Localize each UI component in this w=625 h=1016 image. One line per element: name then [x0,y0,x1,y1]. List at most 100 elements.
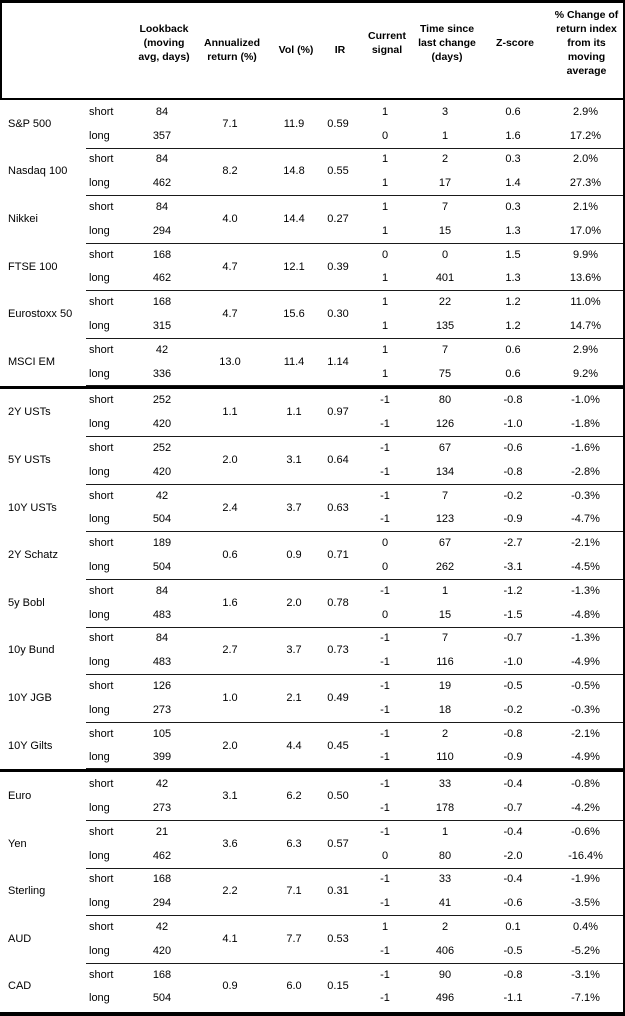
asset-row-group: Eurostoxx 50 short long 168 315 4.7 15.6… [0,290,623,338]
time-since-short-value: 33 [438,778,452,791]
pct-change-long-value: 9.2% [572,367,599,380]
pct-change-long-value: 14.7% [569,320,602,333]
time-since-long-value: 18 [438,703,452,716]
section-bonds: 2Y USTs short long 252 420 1.1 1.1 0.97 … [0,385,623,770]
col-header-annualized-return: Annualized return (%) [203,36,260,63]
z-score-short-value: 0.6 [505,105,521,118]
horizon-label-long: long [89,897,110,910]
pct-change-long-value: -4.9% [571,751,600,764]
signal-short-value: -1 [380,825,390,838]
horizon-label-long: long [89,320,110,333]
horizon-label-short: short [89,632,114,645]
lookback-long-value: 462 [152,272,172,285]
section-equities: S&P 500 short long 84 357 7.1 11.9 0.59 … [0,100,623,386]
time-since-short-value: 0 [441,248,449,261]
z-score-short-value: -0.4 [503,873,523,886]
pct-change-short-value: -1.3% [571,584,600,597]
horizon-label-long: long [89,129,110,142]
asset-name: FTSE 100 [8,260,58,273]
lookback-short-value: 21 [155,825,169,838]
vol-value: 14.8 [283,165,305,178]
asset-row-group: Sterling short long 168 294 2.2 7.1 0.31… [0,867,623,916]
asset-name: 2Y Schatz [8,549,58,562]
signal-short-value: -1 [380,680,390,693]
horizon-label-long: long [89,703,110,716]
ir-value: 0.78 [327,596,349,609]
horizon-label-short: short [89,201,114,214]
horizon-label-long: long [89,418,110,431]
asset-row-group: 5y Bobl short long 84 483 1.6 2.0 0.78 -… [0,578,623,627]
signal-short-value: -1 [380,778,390,791]
z-score-long-value: -0.5 [503,944,523,957]
horizon-label-short: short [89,489,114,502]
signal-short-value: 1 [381,201,389,214]
annualized-return-value: 1.1 [222,406,238,419]
annualized-return-value: 2.0 [222,453,238,466]
signal-long-value: 1 [381,320,389,333]
lookback-short-value: 42 [155,343,169,356]
horizon-label-short: short [89,442,114,455]
signal-long-value: 0 [381,849,389,862]
pct-change-short-value: 9.9% [572,248,599,261]
z-score-short-value: 0.3 [505,201,521,214]
lookback-long-value: 462 [152,177,172,190]
asset-name: 10y Bund [8,644,55,657]
signal-short-value: -1 [380,394,390,407]
lookback-long-value: 273 [152,703,172,716]
pct-change-long-value: -1.8% [571,418,600,431]
horizon-label-long: long [89,802,110,814]
vol-value: 1.1 [286,406,302,419]
lookback-short-value: 105 [152,727,172,740]
ir-value: 0.53 [327,932,349,945]
signal-short-value: 1 [381,343,389,356]
asset-row-group: 10y Bund short long 84 483 2.7 3.7 0.73 … [0,626,623,675]
vol-value: 3.1 [286,453,302,466]
time-since-long-value: 134 [435,465,455,478]
pct-change-long-value: -2.8% [571,465,600,478]
pct-change-short-value: 0.4% [572,920,599,933]
time-since-long-value: 406 [435,944,455,957]
annualized-return-value: 7.1 [222,117,238,130]
pct-change-short-value: -1.0% [571,394,600,407]
lookback-long-value: 420 [152,944,172,957]
lookback-short-value: 189 [152,537,172,550]
signal-short-value: -1 [380,489,390,502]
vol-value: 0.9 [286,549,302,562]
z-score-long-value: -3.1 [503,561,523,574]
asset-row-group: FTSE 100 short long 168 462 4.7 12.1 0.3… [0,242,623,291]
pct-change-short-value: -2.1% [571,537,600,550]
horizon-label-long: long [89,367,110,380]
lookback-long-value: 357 [152,129,172,142]
time-since-long-value: 75 [438,367,452,380]
horizon-label-short: short [89,778,114,791]
ir-value: 0.15 [327,980,349,993]
horizon-label-short: short [89,343,114,356]
signal-long-value: -1 [380,418,390,431]
asset-row-group: 2Y Schatz short long 189 504 0.6 0.9 0.7… [0,531,623,579]
signal-short-value: 1 [381,296,389,309]
vol-value: 6.3 [286,837,302,850]
signal-long-value: 1 [381,177,389,190]
asset-row-group: CAD short long 168 504 0.9 6.0 0.15 -1 -… [0,962,623,1011]
pct-change-long-value: -4.8% [571,608,600,621]
signal-long-value: 0 [381,561,389,574]
z-score-long-value: -0.6 [503,897,523,910]
time-since-short-value: 1 [441,584,449,597]
time-since-long-value: 178 [435,802,455,814]
lookback-long-value: 315 [152,320,172,333]
annualized-return-value: 13.0 [219,355,241,368]
horizon-label-short: short [89,537,114,550]
z-score-long-value: 1.4 [505,177,521,190]
annualized-return-value: 2.2 [222,885,238,898]
z-score-long-value: -2.0 [503,849,523,862]
signal-long-value: 1 [381,367,389,380]
pct-change-short-value: 11.0% [570,296,601,309]
time-since-short-value: 7 [441,343,449,356]
pct-change-long-value: 17.2% [569,129,602,142]
time-since-long-value: 110 [436,751,454,764]
pct-change-long-value: -0.3% [571,703,600,716]
z-score-short-value: 1.2 [505,296,521,309]
pct-change-long-value: -4.5% [571,561,600,574]
asset-name: Eurostoxx 50 [8,308,73,321]
lookback-short-value: 42 [155,920,169,933]
